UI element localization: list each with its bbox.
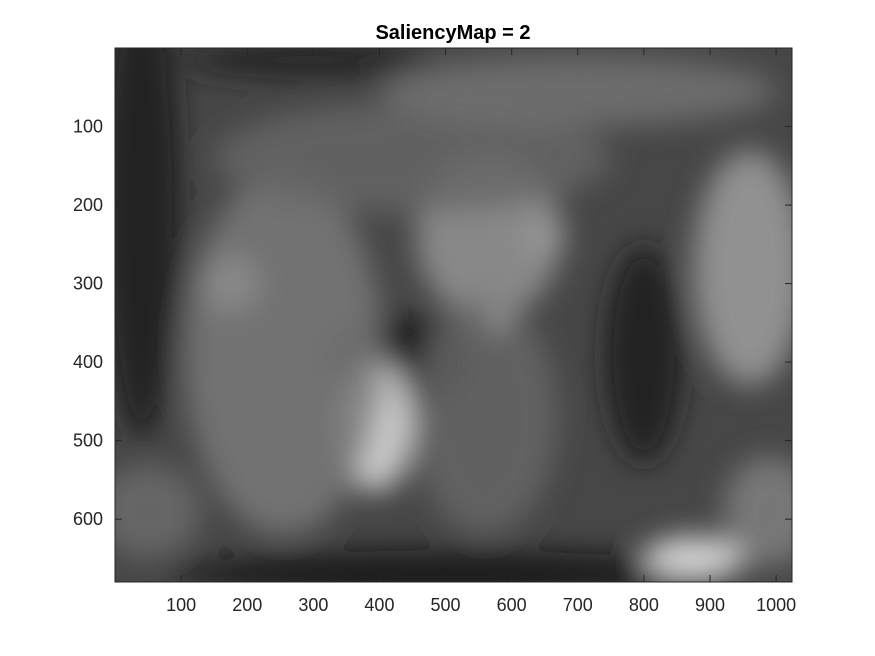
y-tick-label: 100 xyxy=(73,117,103,137)
y-tick-label: 400 xyxy=(73,352,103,372)
chart-title: SaliencyMap = 2 xyxy=(375,22,530,44)
y-tick-label: 500 xyxy=(73,431,103,451)
bright-region-8 xyxy=(214,102,611,213)
y-tick-label: 600 xyxy=(73,509,103,529)
x-tick-label: 300 xyxy=(298,595,328,615)
bright-region-12 xyxy=(489,307,508,330)
dark-region-4 xyxy=(181,48,433,80)
bright-region-7 xyxy=(412,299,558,535)
bright-region-2 xyxy=(643,536,744,581)
x-tick-label: 500 xyxy=(431,595,461,615)
y-tick-label: 200 xyxy=(73,195,103,215)
x-tick-label: 200 xyxy=(232,595,262,615)
dark-region-1 xyxy=(604,244,684,465)
x-tick-label: 800 xyxy=(629,595,659,615)
bright-region-10 xyxy=(115,464,201,559)
heatmap-regions xyxy=(115,48,792,582)
x-tick-label: 400 xyxy=(364,595,394,615)
x-tick-label: 600 xyxy=(497,595,527,615)
x-tick-label: 1000 xyxy=(756,595,796,615)
plot-area xyxy=(115,48,792,582)
bright-region-5 xyxy=(693,150,792,386)
x-tick-label: 900 xyxy=(695,595,725,615)
x-tick-label: 100 xyxy=(166,595,196,615)
bright-region-9 xyxy=(379,55,777,127)
x-axis: 100 200 300 400 500 600 700 800 900 1000 xyxy=(166,48,796,615)
x-tick-label: 700 xyxy=(563,595,593,615)
y-axis: 100 200 300 400 500 600 xyxy=(73,117,792,529)
bright-region-6 xyxy=(184,173,383,535)
axes-box xyxy=(114,47,793,583)
dark-region-2 xyxy=(115,48,182,441)
dark-region-3 xyxy=(167,550,724,582)
y-tick-label: 300 xyxy=(73,274,103,294)
bright-region-11 xyxy=(723,456,792,567)
